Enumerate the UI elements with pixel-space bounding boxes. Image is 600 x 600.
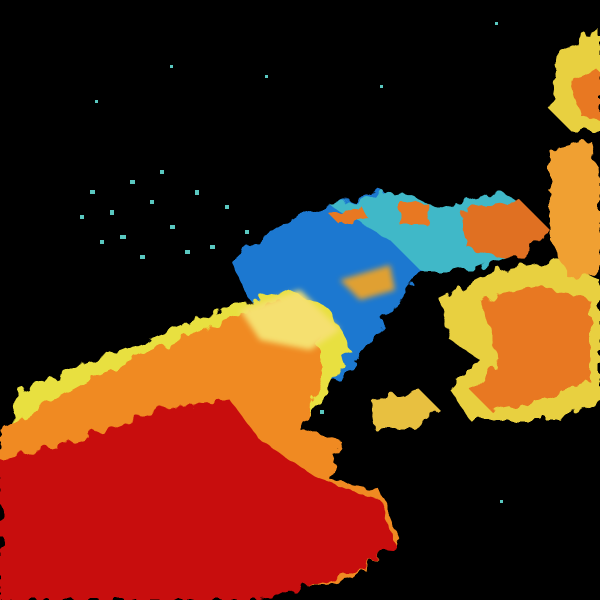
- clutter-pixel: [265, 75, 268, 78]
- clutter-pixel: [495, 22, 498, 25]
- clutter-pixel: [110, 210, 114, 215]
- clutter-pixel: [245, 230, 249, 234]
- streak: [240, 290, 340, 350]
- clutter-pixel: [100, 240, 104, 244]
- clutter-pixel: [160, 170, 164, 174]
- clutter-pixel: [380, 85, 383, 88]
- echo-red: [0, 400, 395, 600]
- echo-small-cell: [330, 205, 370, 225]
- clutter-pixel: [170, 225, 175, 229]
- clutter-pixel: [500, 500, 503, 503]
- clutter-pixel: [80, 215, 84, 219]
- clutter-pixel: [320, 410, 324, 414]
- clutter-pixel: [120, 235, 126, 239]
- echo-right-cell: [460, 200, 550, 260]
- clutter-pixel: [140, 255, 145, 259]
- clutter-pixel: [195, 190, 199, 195]
- streak: [340, 265, 395, 300]
- echo-ne-core: [570, 70, 600, 120]
- clutter: [80, 22, 503, 503]
- echo-field: [0, 30, 600, 600]
- clutter-pixel: [95, 100, 98, 103]
- echo-small-cell: [370, 390, 440, 430]
- clutter-pixel: [130, 180, 135, 184]
- echo-small-cell: [400, 200, 430, 225]
- clutter-pixel: [90, 190, 95, 194]
- clutter-pixel: [185, 250, 190, 254]
- streaks: [240, 265, 395, 350]
- clutter-pixel: [210, 245, 215, 249]
- clutter-pixel: [170, 65, 173, 68]
- clutter-pixel: [150, 200, 154, 204]
- echo-right-orange: [470, 285, 590, 410]
- echo-blue: [230, 190, 430, 390]
- clutter-pixel: [225, 205, 229, 209]
- echo-east-band: [550, 140, 600, 280]
